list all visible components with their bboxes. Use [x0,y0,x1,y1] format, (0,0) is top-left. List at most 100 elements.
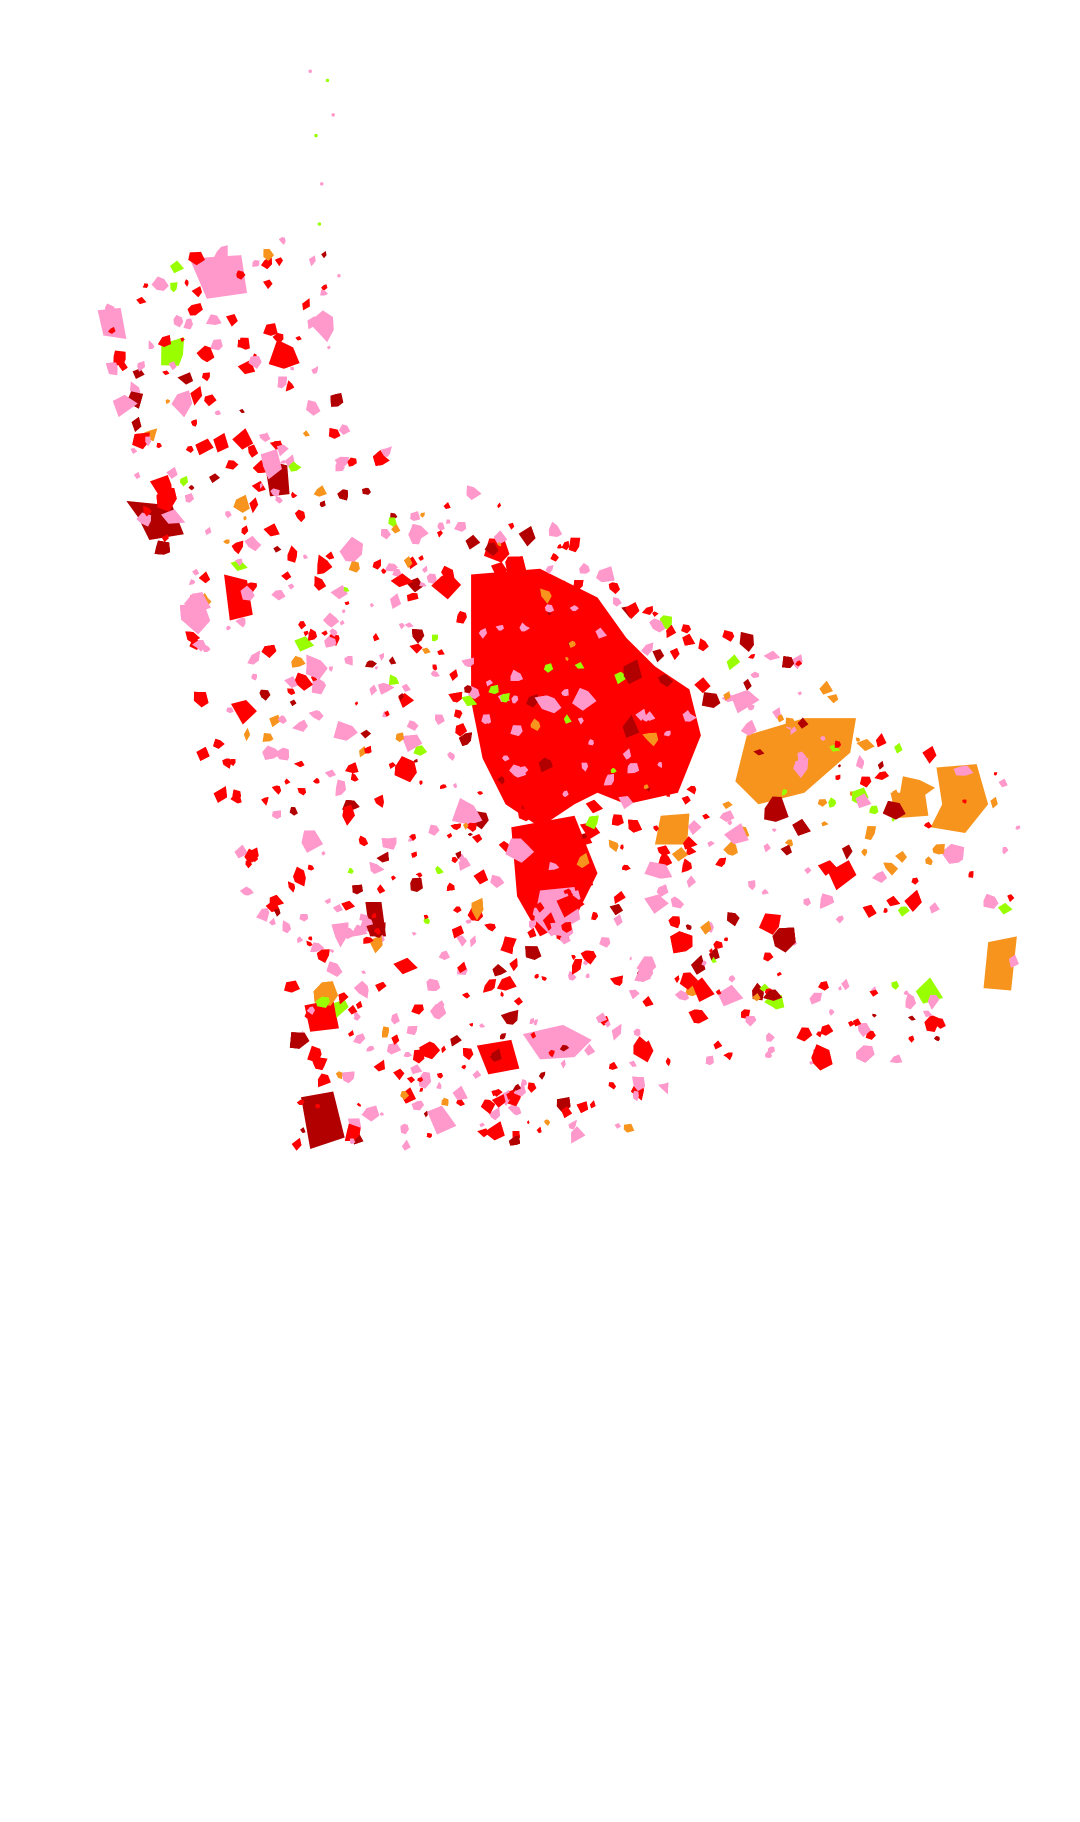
patch-pink [136,512,152,527]
patch-darkred [508,1135,521,1146]
patch-red [653,825,659,832]
zone-orange [983,936,1017,991]
patch-red [590,1100,596,1109]
patch-red [883,907,888,913]
patch-red [816,1031,822,1038]
patch-red [472,834,483,843]
patch-red [118,360,128,372]
patch-pink [306,1006,315,1015]
patch-orange [463,822,469,830]
patch-green [891,981,899,990]
patch-red [576,1101,589,1114]
patch-pink [378,682,395,695]
patch-pink [133,471,141,480]
patch-red [500,991,504,997]
patch-red [241,525,249,535]
patch-darkred [780,844,793,856]
patch-pink [871,870,888,884]
patch-pink [452,782,458,789]
patch-pink [983,893,999,909]
patch-green [997,902,1013,915]
patch-pink [1002,847,1009,855]
patch-pink [251,673,257,681]
patch-red [161,534,169,542]
patch-red [384,710,390,717]
patch-green [170,282,178,293]
patch-darkred [743,679,752,691]
patch-red [246,582,258,592]
patch-red [261,797,269,806]
patch-pink [256,907,270,922]
patch-pink [353,1033,366,1045]
patch-pink [544,604,555,613]
patch-red [908,1035,915,1043]
patch-pink [493,530,508,545]
patch-red [446,833,453,839]
patch-red [446,882,455,891]
patch-darkred [792,819,811,836]
patch-red [213,738,225,749]
patch-darkred [623,659,642,684]
patch-pink [353,1014,361,1021]
patch-red [409,833,417,841]
patch-pink [927,995,940,1010]
patch-red [557,544,563,549]
patch-pink [452,1085,468,1101]
patch-orange [827,694,839,704]
patch-darkred [782,656,795,669]
patch-red [865,1030,876,1040]
patch-green [499,692,510,703]
patch-red [372,450,390,466]
patch-green [828,797,837,808]
patch-pink [322,612,340,628]
patch-orange [777,714,784,723]
patch-pink [381,837,397,850]
patch-red [411,1004,424,1015]
patch-red [453,906,462,913]
patch-red [298,621,307,630]
patch-pink [369,684,377,696]
patch-red [391,1034,400,1046]
patch-pink [324,897,331,905]
patch-darkred [518,526,536,547]
patch-red [113,350,126,366]
patch-orange [864,826,877,841]
patch-darkred [289,807,298,816]
zone-orange [654,813,690,845]
patch-pink [427,1105,457,1135]
patch-pink [611,1023,622,1041]
patch-red [723,937,728,942]
patch-pink [707,840,715,847]
patch-pink [569,605,579,612]
patch-pink [426,573,437,585]
patch-red [455,723,467,737]
patch-pink [401,683,411,692]
patch-red [527,928,537,938]
patch-pink [629,955,632,961]
patch-orange [391,523,401,534]
patch-red [541,976,547,982]
patch-red [702,813,710,820]
patch-pink [277,444,289,457]
patch-red [108,326,116,334]
patch-red [373,633,380,642]
patch-pink [261,449,282,480]
patch-red [391,875,396,881]
patch-pink [545,564,554,575]
patch-pink [160,509,186,524]
patch-red [473,869,488,885]
patch-orange [861,848,868,857]
patch-orange [990,796,998,809]
patch-red [835,774,841,781]
patch-red [475,678,481,683]
patch-red [613,890,626,905]
patch-speck [308,69,312,73]
patch-red [375,981,387,992]
patch-darkred [525,946,542,960]
patch-red [201,372,210,382]
patch-red [308,628,317,641]
patch-pink [274,747,290,761]
patch-red [287,688,296,695]
patch-darkred [934,1035,940,1042]
